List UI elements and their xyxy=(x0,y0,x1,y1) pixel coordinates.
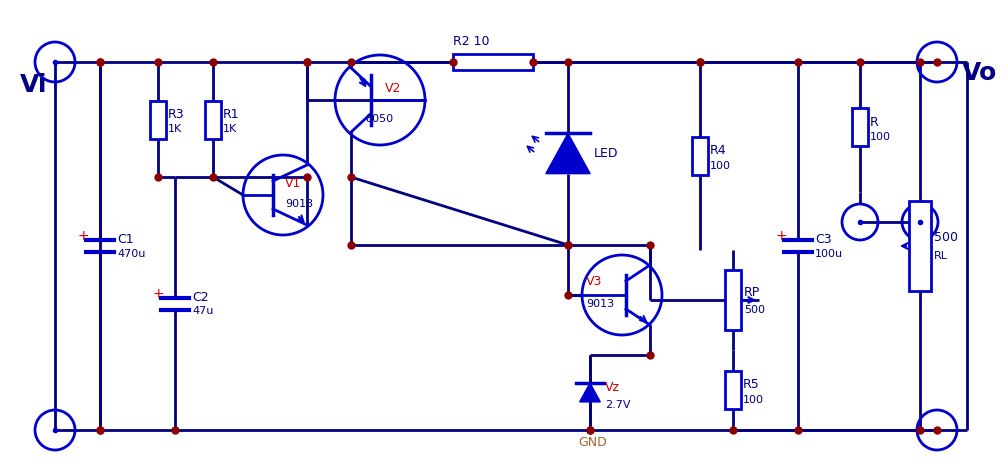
Bar xyxy=(724,270,740,330)
Text: 500: 500 xyxy=(933,232,957,245)
Text: R4: R4 xyxy=(709,144,725,157)
Text: 2.7V: 2.7V xyxy=(605,399,630,410)
Text: RL: RL xyxy=(933,251,947,261)
Bar xyxy=(851,108,867,146)
Text: 1K: 1K xyxy=(167,125,182,134)
Text: Vo: Vo xyxy=(961,61,996,85)
Text: Vi: Vi xyxy=(20,73,47,97)
Text: 100: 100 xyxy=(869,132,890,142)
Text: V3: V3 xyxy=(585,275,602,288)
Text: +: + xyxy=(78,229,89,243)
Text: +: + xyxy=(776,229,787,243)
Text: 100: 100 xyxy=(742,395,764,405)
Text: 9013: 9013 xyxy=(585,299,613,309)
Polygon shape xyxy=(545,134,589,174)
Text: RP: RP xyxy=(743,285,760,298)
Text: +: + xyxy=(153,286,164,300)
Text: 8050: 8050 xyxy=(365,114,393,124)
Text: V2: V2 xyxy=(385,82,401,95)
Text: C1: C1 xyxy=(117,234,133,247)
Text: R3: R3 xyxy=(167,108,184,121)
Text: GND: GND xyxy=(577,436,606,449)
Bar xyxy=(453,54,532,70)
Bar xyxy=(691,137,707,175)
Text: V1: V1 xyxy=(285,177,301,190)
Text: 500: 500 xyxy=(743,305,765,315)
Bar xyxy=(150,100,166,139)
Text: R5: R5 xyxy=(742,378,759,391)
Text: 47u: 47u xyxy=(191,306,213,317)
Text: R: R xyxy=(869,115,878,128)
Bar xyxy=(204,100,220,139)
Bar xyxy=(908,201,930,291)
Bar xyxy=(724,371,740,409)
Text: Vz: Vz xyxy=(605,381,619,394)
Text: 100u: 100u xyxy=(815,249,843,259)
Text: C3: C3 xyxy=(815,234,831,247)
Text: R1: R1 xyxy=(222,108,239,121)
Text: 1K: 1K xyxy=(222,125,237,134)
Text: R2 10: R2 10 xyxy=(453,35,489,48)
Text: LED: LED xyxy=(593,147,618,160)
Polygon shape xyxy=(579,383,600,402)
Text: 9013: 9013 xyxy=(285,199,313,209)
Text: 470u: 470u xyxy=(117,249,145,259)
Text: 100: 100 xyxy=(709,161,730,171)
Text: C2: C2 xyxy=(191,291,208,304)
